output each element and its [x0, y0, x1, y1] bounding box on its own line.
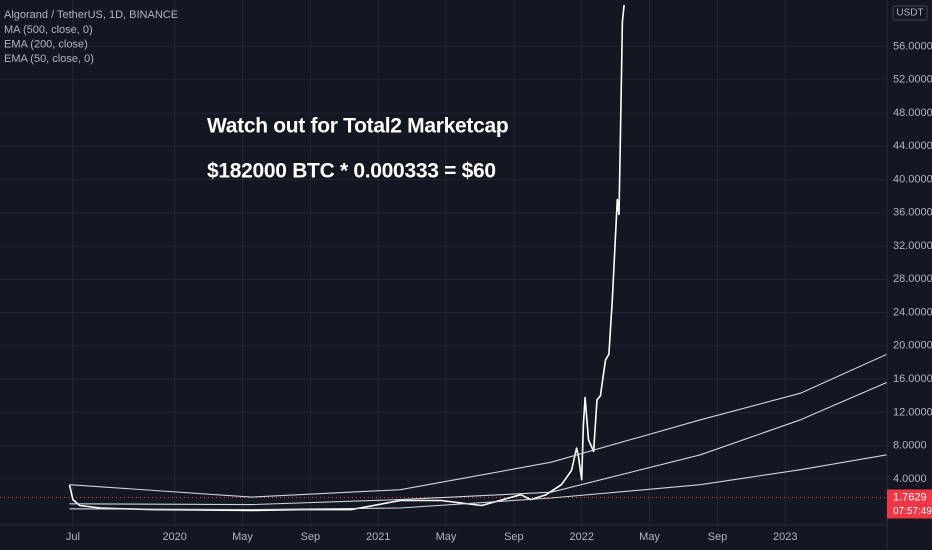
legend-entry: EMA (50, close, 0) — [4, 53, 94, 65]
last-price-label: 1.7629 — [893, 491, 927, 503]
grid — [0, 0, 887, 525]
y-tick-label: 24.0000 — [893, 306, 932, 318]
last-price-box — [887, 489, 932, 505]
countdown-box — [887, 504, 932, 519]
x-tick-label: 2023 — [773, 531, 797, 543]
legend-entry: MA (500, close, 0) — [4, 24, 93, 36]
y-tick-label: 32.0000 — [893, 240, 932, 252]
x-tick-label: Sep — [504, 531, 524, 543]
y-tick-label: 16.0000 — [893, 373, 932, 385]
y-tick-label: 12.0000 — [893, 406, 932, 418]
countdown-label: 07:57:49 — [893, 506, 932, 517]
x-tick-label: May — [436, 531, 457, 543]
y-tick-label: 52.0000 — [893, 74, 932, 86]
plot-area — [0, 4, 887, 512]
indicator-line — [69, 381, 887, 506]
price-line — [68, 4, 625, 512]
y-tick-label: 48.0000 — [893, 107, 932, 119]
x-tick-label: Jul — [66, 531, 80, 543]
y-tick-label: 8.0000 — [893, 440, 927, 452]
currency-label[interactable]: USDT — [896, 8, 923, 19]
legend-entry: EMA (200, close) — [4, 38, 88, 50]
x-tick-label: May — [232, 531, 253, 543]
x-tick-label: Sep — [301, 531, 321, 543]
x-tick-label: Sep — [708, 531, 728, 543]
x-tick-label: 2022 — [569, 531, 593, 543]
y-tick-label: 44.0000 — [893, 140, 932, 152]
annotation: $182000 BTC * 0.000333 = $60 — [207, 160, 496, 183]
x-tick-label: 2020 — [162, 531, 186, 543]
y-tick-label: 40.0000 — [893, 173, 932, 185]
y-tick-label: 4.0000 — [893, 473, 927, 485]
annotation: Watch out for Total2 Marketcap — [207, 115, 508, 138]
x-tick-label: May — [639, 531, 660, 543]
indicator-line — [69, 353, 887, 498]
y-tick-label: 20.0000 — [893, 340, 932, 352]
y-tick-label: 56.0000 — [893, 40, 932, 52]
axes: 4.0000 8.0000 12.0000 16.0000 20.0000 24.0000… — [66, 40, 932, 542]
indicator-line — [69, 454, 887, 511]
y-tick-label: 28.0000 — [893, 273, 932, 285]
currency-box[interactable] — [892, 5, 928, 21]
chart-title: Algorand / TetherUS, 1D, BINANCE — [4, 9, 178, 21]
x-tick-label: 2021 — [366, 531, 390, 543]
y-tick-label: 36.0000 — [893, 207, 932, 219]
